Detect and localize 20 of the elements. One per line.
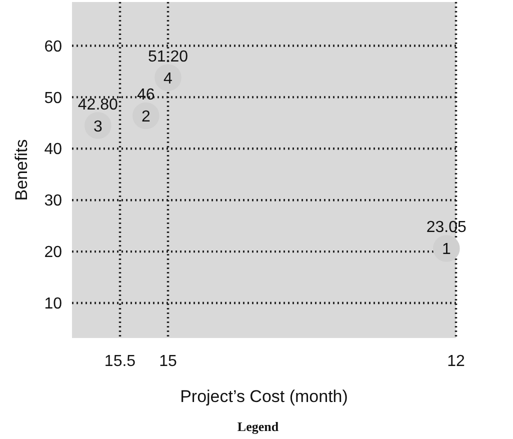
x-tick-label: 15 <box>159 353 177 370</box>
y-tick-label: 30 <box>44 192 62 210</box>
y-tick-label: 60 <box>44 38 62 56</box>
annotation: 46 <box>137 86 155 104</box>
annotation: 51.20 <box>148 48 188 66</box>
annotation: 2 <box>141 108 150 126</box>
y-tick-label: 50 <box>44 90 62 107</box>
annotation: 42.80 <box>78 96 118 114</box>
x-tick-label: 15.5 <box>104 353 136 370</box>
y-tick-label: 20 <box>44 244 62 262</box>
annotation: 3 <box>93 118 102 136</box>
x-tick-label: 12 <box>447 353 465 370</box>
text: Legend <box>237 419 280 434</box>
x-axis-title: Project’s Cost (month) <box>180 387 348 406</box>
annotation: 1 <box>442 241 451 258</box>
y-tick-label: 40 <box>44 141 62 158</box>
annotation: 23.05 <box>426 219 467 236</box>
y-tick-label: 10 <box>44 296 62 313</box>
y-axis-title: Benefits <box>12 139 31 201</box>
annotation: 4 <box>164 70 173 88</box>
